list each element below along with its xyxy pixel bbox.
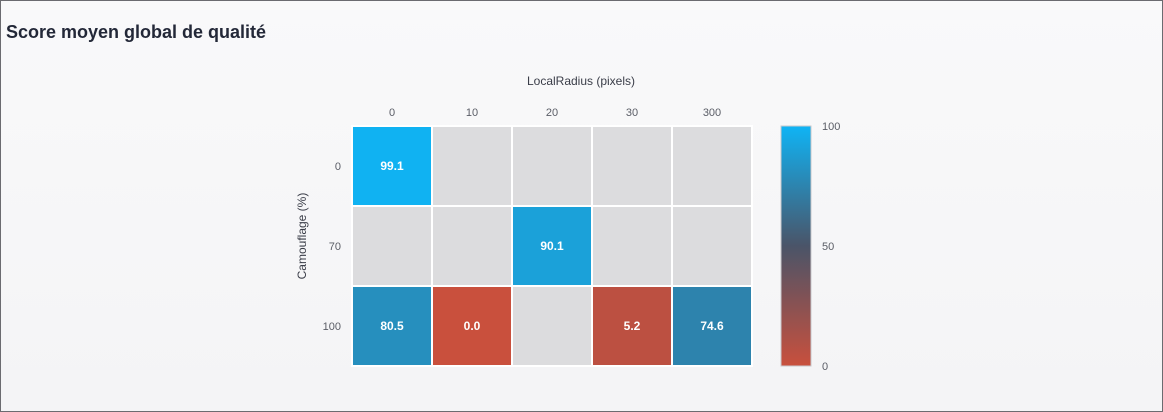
x-tick-label: 30 xyxy=(626,107,638,119)
cell-value-label: 0.0 xyxy=(464,319,481,333)
cell-value-label: 80.5 xyxy=(380,319,404,333)
x-tick-label: 20 xyxy=(546,107,558,119)
colorbar-bar xyxy=(780,125,812,367)
heatmap-cell[interactable] xyxy=(511,125,593,207)
cell-value-label: 90.1 xyxy=(540,239,564,253)
heatmap-cell[interactable] xyxy=(591,285,673,367)
cell-value-label: 99.1 xyxy=(380,159,404,173)
heatmap-cell[interactable] xyxy=(671,125,753,207)
heatmap-cell[interactable] xyxy=(671,205,753,287)
x-tick-label: 300 xyxy=(703,107,721,119)
colorbar-tick-label: 50 xyxy=(822,241,834,253)
y-tick-label: 70 xyxy=(329,241,341,253)
y-axis-ticks: 0 70 100 xyxy=(323,161,341,333)
cell-value-label: 5.2 xyxy=(624,319,641,333)
y-axis-title: Camouflage (%) xyxy=(295,193,309,280)
heatmap-cells: 99.1 90.1 80.5 0.0 5.2 74.6 xyxy=(351,125,753,367)
x-tick-label: 0 xyxy=(389,107,395,119)
heatmap-cell[interactable] xyxy=(431,125,513,207)
heatmap-cell[interactable] xyxy=(671,285,753,367)
y-tick-label: 0 xyxy=(335,161,341,173)
x-tick-label: 10 xyxy=(466,107,478,119)
heatmap-cell[interactable] xyxy=(351,205,433,287)
colorbar: 0 50 100 xyxy=(780,121,840,373)
y-tick-label: 100 xyxy=(323,321,341,333)
heatmap-cell[interactable] xyxy=(431,285,513,367)
heatmap-cell[interactable] xyxy=(431,205,513,287)
x-axis-ticks: 0 10 20 30 300 xyxy=(389,107,721,119)
page-title: Score moyen global de qualité xyxy=(6,22,267,42)
heatmap-cell[interactable] xyxy=(591,205,673,287)
heatmap-cell[interactable] xyxy=(511,285,593,367)
colorbar-tick-label: 0 xyxy=(822,361,828,373)
heatmap-cell[interactable] xyxy=(591,125,673,207)
colorbar-tick-label: 100 xyxy=(822,121,840,133)
x-axis-title: LocalRadius (pixels) xyxy=(527,74,635,88)
cell-value-label: 74.6 xyxy=(700,319,724,333)
